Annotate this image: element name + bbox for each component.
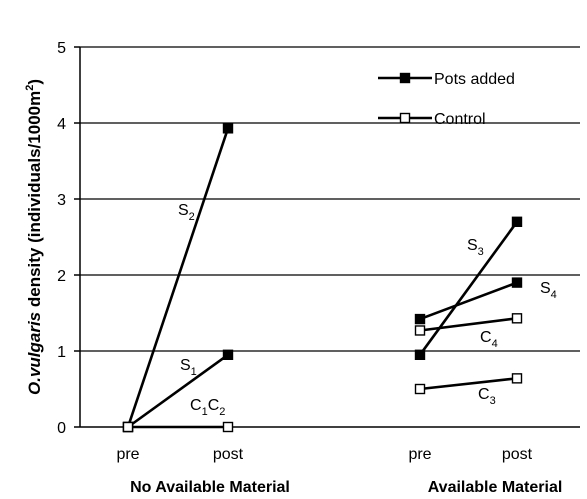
y-tick-label: 3 xyxy=(57,192,66,209)
gridlines xyxy=(80,46,580,352)
series-label: S2 xyxy=(178,202,195,223)
series-line xyxy=(418,221,519,356)
x-tick-label: pre xyxy=(408,446,431,463)
data-point-filled xyxy=(511,277,523,288)
group-label: No Available Material xyxy=(130,479,290,496)
data-point-open xyxy=(414,383,426,395)
series-label: C1C2 xyxy=(190,397,225,418)
legend-label: Pots added xyxy=(434,71,515,88)
series xyxy=(122,421,234,433)
data-point-open xyxy=(222,421,234,433)
data-point-open xyxy=(399,112,411,124)
series-label: S1 xyxy=(180,357,197,378)
data-point-open xyxy=(122,421,134,433)
legend-entry: Control xyxy=(378,111,486,128)
series-line xyxy=(127,353,229,429)
series-line xyxy=(419,377,518,391)
x-tick-label: post xyxy=(502,446,533,463)
series-label: C3 xyxy=(478,386,496,407)
data-point-open xyxy=(511,313,523,324)
series-lines xyxy=(122,123,523,433)
y-tick-label: 0 xyxy=(57,420,66,437)
legend-label: Control xyxy=(434,111,486,128)
y-tick-label: 4 xyxy=(57,116,66,133)
group-label: Available Material xyxy=(428,479,563,496)
data-point-open xyxy=(414,325,426,336)
series xyxy=(414,313,523,336)
data-point-filled xyxy=(222,123,234,134)
series xyxy=(414,373,523,395)
series xyxy=(122,123,234,433)
annotations: S1 S2 C1C2 S3 S4 C4 C3 xyxy=(178,202,557,418)
data-point-open xyxy=(511,373,523,384)
series-line xyxy=(419,281,518,321)
series-line xyxy=(126,127,230,428)
data-point-filled xyxy=(399,72,411,84)
y-tick-label: 5 xyxy=(57,40,66,57)
data-point-filled xyxy=(222,349,234,360)
series-label: S4 xyxy=(540,280,557,301)
data-point-filled xyxy=(414,349,426,360)
series-label: C4 xyxy=(480,329,498,350)
series xyxy=(414,277,523,325)
series xyxy=(414,216,523,360)
x-tick-label: post xyxy=(213,446,244,463)
series-label: S3 xyxy=(467,237,484,258)
series-line xyxy=(419,317,518,332)
legend-entry: Pots added xyxy=(378,71,515,88)
x-tick-label: pre xyxy=(116,446,139,463)
y-tick-label: 1 xyxy=(57,344,66,361)
legend: Pots added Control xyxy=(378,71,515,128)
data-point-filled xyxy=(414,313,426,325)
data-point-filled xyxy=(511,216,523,228)
y-axis-label: O.vulgaris density (individuals/1000m2) xyxy=(24,79,44,395)
axes: 0 1 2 3 4 5 O.vulgaris density (individuals/10… xyxy=(24,40,580,496)
y-tick-label: 2 xyxy=(57,268,66,285)
